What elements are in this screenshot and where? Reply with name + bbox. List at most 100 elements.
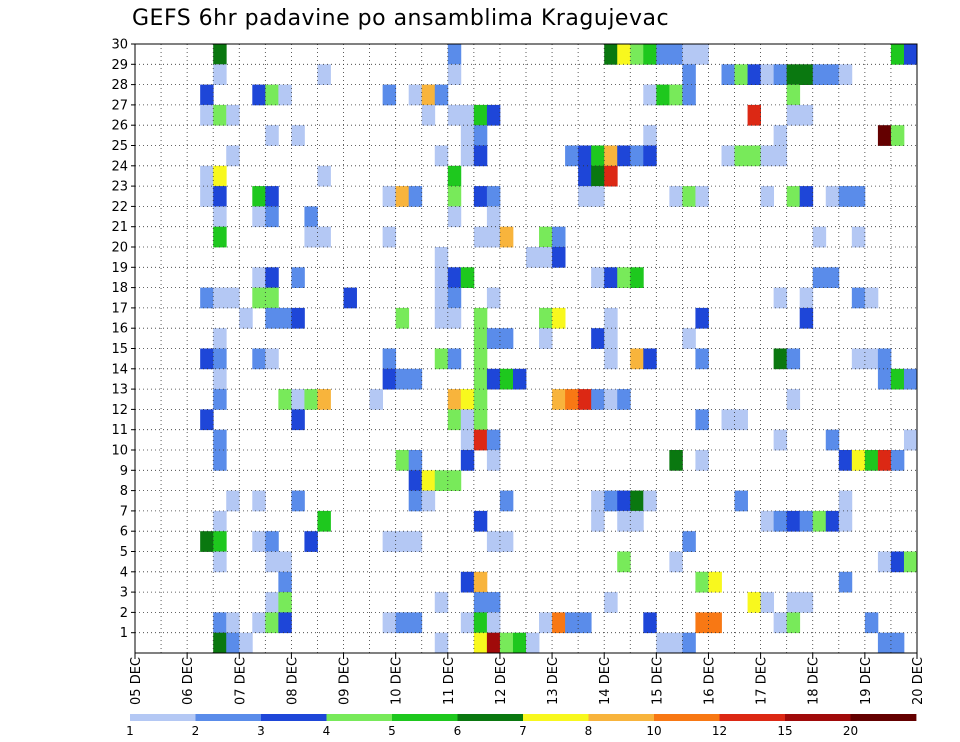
precip-cell [903, 44, 918, 65]
precip-cell [773, 287, 788, 309]
colorbar-label: 6 [454, 724, 462, 738]
precip-cell [421, 84, 436, 106]
precip-cell [552, 307, 566, 329]
y-tick-label: 6 [120, 525, 128, 540]
y-tick-label: 10 [111, 444, 128, 459]
precip-cell [447, 206, 462, 228]
precip-cell [617, 267, 631, 288]
precip-cell [877, 368, 892, 390]
precip-cell [408, 531, 423, 552]
x-tick-label: 18 DEC [807, 657, 822, 705]
y-tick-label: 11 [111, 423, 128, 438]
precip-cell [278, 551, 292, 573]
precip-cell [499, 490, 514, 512]
colorbar-swatch [785, 714, 851, 721]
precip-cell [317, 510, 331, 532]
precip-cell [721, 64, 735, 85]
precip-cell [708, 612, 722, 634]
precip-cell [278, 592, 292, 613]
x-tick-label: 19 DEC [859, 657, 874, 705]
precip-cell [786, 64, 801, 85]
precip-cell [591, 165, 605, 187]
precip-cell [838, 571, 853, 593]
precip-cell [213, 632, 227, 654]
precip-cell [486, 186, 501, 207]
precip-cell [213, 429, 227, 451]
precip-cell [643, 490, 657, 512]
y-tick-label: 14 [111, 362, 128, 377]
y-tick-label: 9 [120, 464, 128, 479]
precip-cell [200, 165, 214, 187]
precip-cell [890, 632, 905, 654]
y-tick-label: 7 [120, 504, 128, 519]
precip-cell [447, 470, 462, 491]
precip-cell [434, 307, 449, 329]
precip-cell [669, 84, 683, 106]
precip-cell [213, 165, 227, 187]
x-tick-label: 05 DEC [129, 657, 144, 705]
precip-cell [486, 206, 501, 228]
precip-cell [890, 450, 905, 471]
precip-cell [473, 307, 488, 329]
precip-cell [460, 389, 475, 410]
precip-cell [395, 450, 410, 471]
precip-cell [252, 206, 266, 228]
precip-cell [473, 389, 488, 410]
precip-cell [265, 84, 279, 106]
precip-cell [890, 368, 905, 390]
x-tick-label: 14 DEC [598, 657, 613, 705]
colorbar-swatch [457, 714, 524, 721]
precip-cell [447, 64, 462, 85]
precip-cell [682, 84, 696, 106]
precip-cell [643, 612, 657, 634]
precip-cell [265, 612, 279, 634]
precip-cell [265, 206, 279, 228]
precip-cell [838, 510, 853, 532]
colorbar-label: 12 [712, 724, 727, 738]
precip-cell [903, 368, 918, 390]
precip-cell [825, 510, 840, 532]
precip-cell [695, 571, 709, 593]
precip-cell [591, 328, 605, 349]
precip-cell [447, 348, 462, 370]
precip-cell [656, 632, 670, 654]
precip-cell [369, 389, 384, 410]
x-tick-label: 13 DEC [546, 657, 561, 705]
precip-cell [682, 44, 696, 65]
precip-cell [265, 531, 279, 552]
precip-cell [825, 186, 840, 207]
precip-cell [291, 409, 305, 431]
precip-cell [499, 531, 514, 552]
precip-cell [434, 348, 449, 370]
precip-cell [226, 612, 240, 634]
precip-cell [343, 287, 357, 309]
precip-cell [851, 186, 866, 207]
precip-cell [317, 389, 331, 410]
precip-cell [473, 612, 488, 634]
precip-cell [460, 429, 475, 451]
precip-cell [434, 470, 449, 491]
x-tick-label: 12 DEC [494, 657, 509, 705]
precip-cell [890, 44, 905, 65]
precip-cell [851, 287, 866, 309]
precip-cell [838, 186, 853, 207]
precip-cell [656, 44, 670, 65]
y-tick-label: 13 [111, 383, 128, 398]
precip-cell [499, 328, 514, 349]
precip-cell [565, 612, 579, 634]
precip-cell [447, 267, 462, 288]
precip-cell [669, 632, 683, 654]
precip-cell [669, 186, 683, 207]
precip-cell [213, 104, 227, 126]
precip-cell [799, 186, 814, 207]
precip-cell [473, 592, 488, 613]
colorbar-swatch [719, 714, 786, 721]
precip-cell [604, 145, 618, 167]
precip-cell [408, 186, 423, 207]
y-tick-label: 1 [120, 626, 128, 641]
precip-cell [643, 44, 657, 65]
precip-cell [825, 267, 840, 288]
precip-cell [786, 612, 801, 634]
precip-cell [682, 328, 696, 349]
